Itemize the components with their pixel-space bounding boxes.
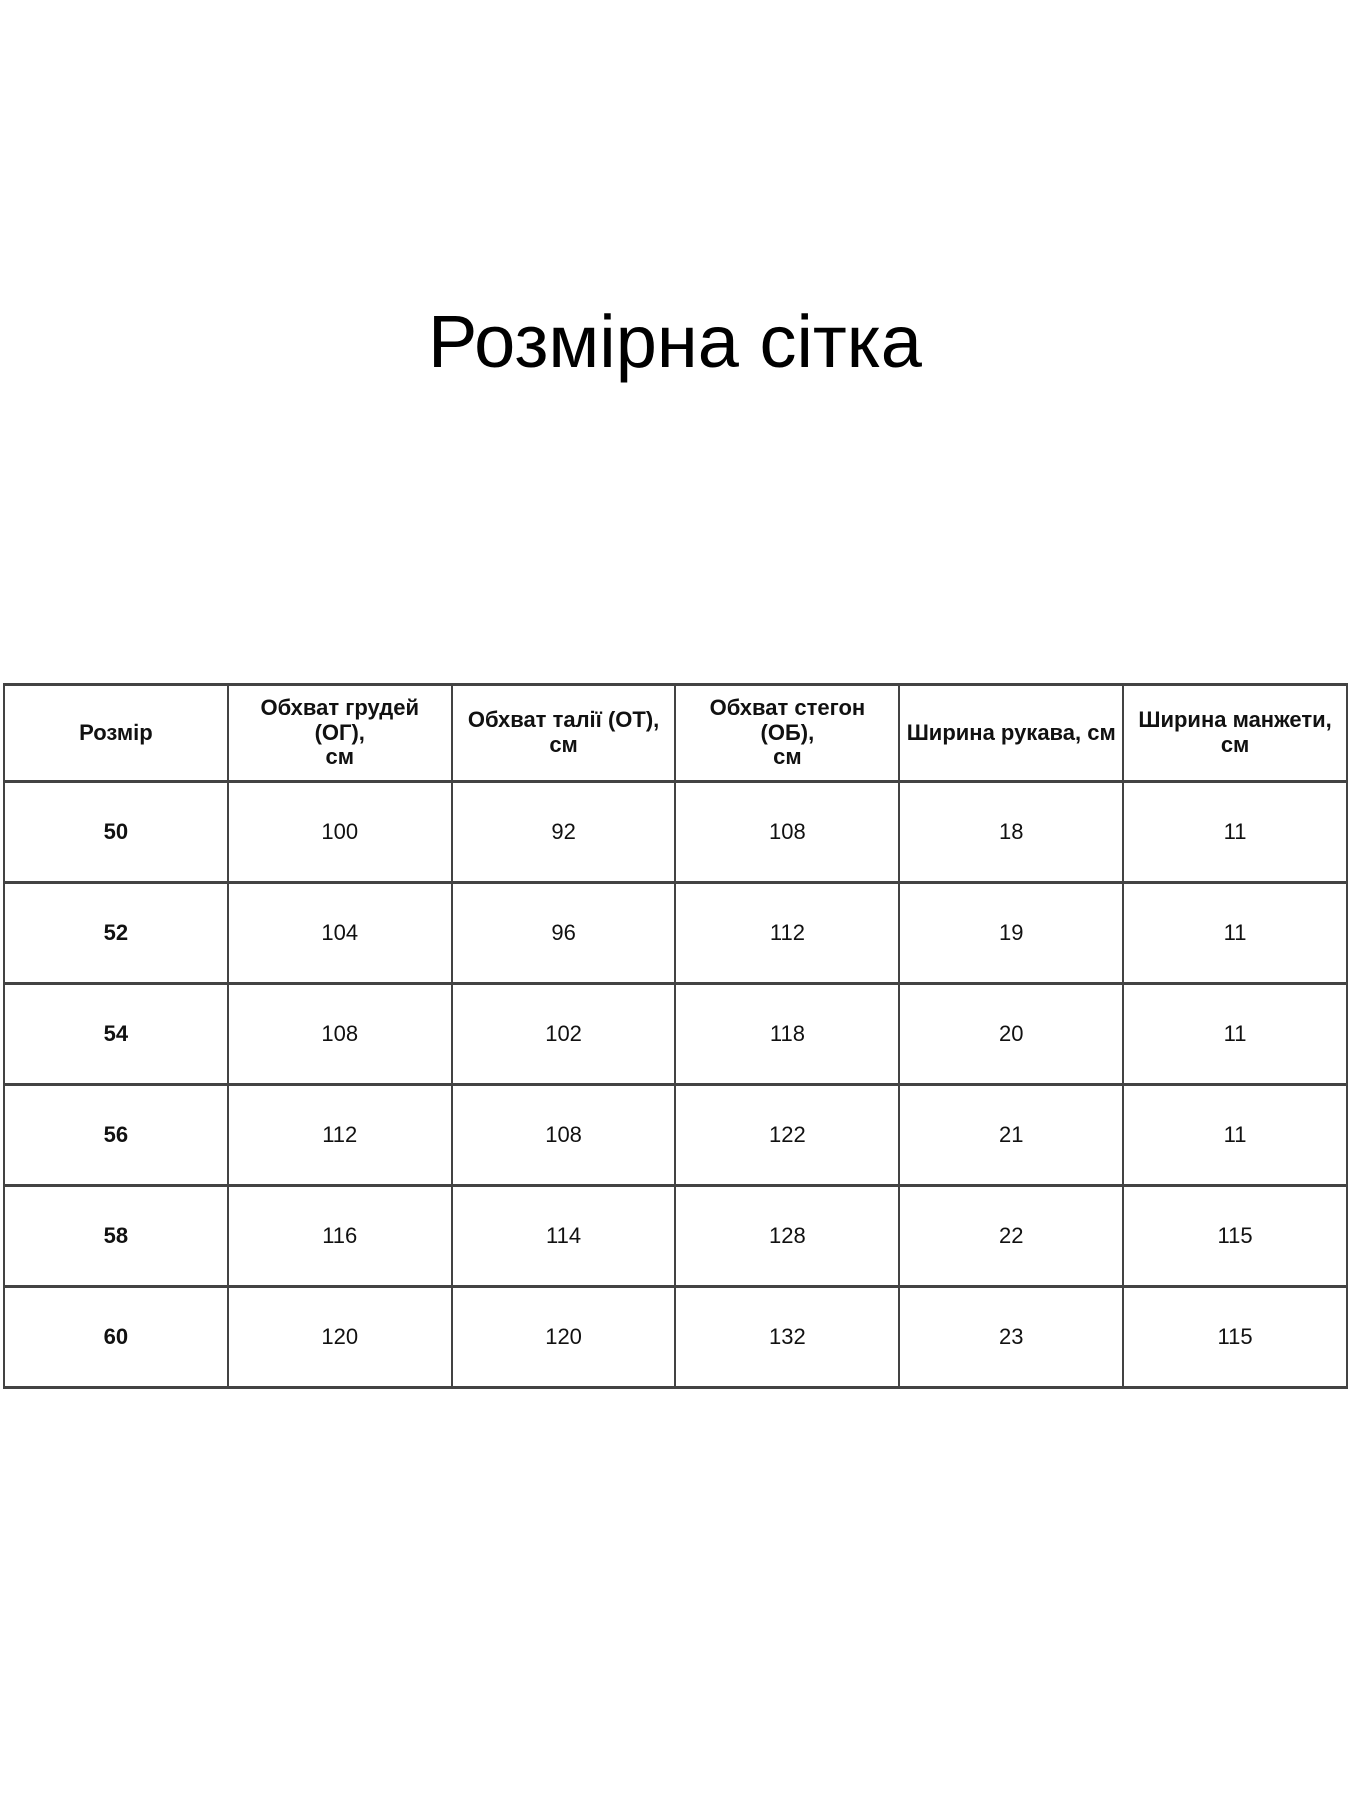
column-header-sleeve-width-line1: Ширина рукава, см [906, 719, 1116, 745]
cell-size: 58 [3, 1184, 229, 1288]
cell-cuff-width: 11 [1122, 881, 1348, 985]
table-row-size-50: 50 100 92 108 18 11 [3, 780, 1348, 884]
cell-size: 52 [3, 881, 229, 985]
cell-sleeve-width: 22 [898, 1184, 1125, 1288]
cell-cuff-width: 115 [1122, 1184, 1348, 1288]
column-header-chest-line2: см [325, 744, 354, 770]
cell-waist: 96 [450, 881, 677, 985]
column-header-chest-line1: Обхват грудей (ОГ), [260, 695, 419, 745]
cell-hips: 132 [674, 1285, 901, 1389]
column-header-hips-line1: Обхват стегон (ОБ), [709, 695, 866, 745]
column-header-cuff-width-line1: Ширина манжети, [1138, 707, 1332, 733]
cell-hips: 112 [674, 881, 901, 985]
cell-size: 60 [3, 1285, 229, 1389]
column-header-size-line1: Розмір [79, 719, 153, 745]
cell-waist: 102 [450, 982, 677, 1086]
cell-sleeve-width: 21 [898, 1083, 1125, 1187]
table-row-size-60: 60 120 120 132 23 115 [3, 1285, 1348, 1389]
column-header-sleeve-width: Ширина рукава, см [898, 683, 1125, 783]
cell-hips: 108 [674, 780, 901, 884]
cell-sleeve-width: 20 [898, 982, 1125, 1086]
cell-cuff-width: 11 [1122, 982, 1348, 1086]
cell-chest: 104 [226, 881, 453, 985]
cell-sleeve-width: 23 [898, 1285, 1125, 1389]
cell-hips: 122 [674, 1083, 901, 1187]
column-header-size: Розмір [3, 683, 229, 783]
cell-chest: 120 [226, 1285, 453, 1389]
table-row-size-58: 58 116 114 128 22 115 [3, 1184, 1348, 1288]
table-row-size-56: 56 112 108 122 21 11 [3, 1083, 1348, 1187]
column-header-waist: Обхват талії (ОТ), см [450, 683, 677, 783]
column-header-cuff-width-line2: см [1220, 732, 1250, 757]
column-header-hips: Обхват стегон (ОБ), см [674, 683, 901, 783]
size-table: Розмір Обхват грудей (ОГ), см Обхват талі… [3, 683, 1348, 1389]
cell-size: 54 [3, 982, 229, 1086]
column-header-hips-line2: см [773, 744, 802, 770]
cell-sleeve-width: 18 [898, 780, 1125, 884]
page-title: Розмірна сітка [428, 299, 922, 383]
cell-hips: 118 [674, 982, 901, 1086]
column-header-chest: Обхват грудей (ОГ), см [226, 683, 453, 783]
column-header-waist-line2: см [549, 732, 578, 757]
cell-chest: 112 [226, 1083, 453, 1187]
header-row: Розмір Обхват грудей (ОГ), см Обхват талі… [3, 683, 1348, 783]
column-header-waist-line1: Обхват талії (ОТ), [467, 707, 660, 733]
cell-sleeve-width: 19 [898, 881, 1125, 985]
cell-waist: 92 [450, 780, 677, 884]
cell-waist: 108 [450, 1083, 677, 1187]
size-table-header: Розмір Обхват грудей (ОГ), см Обхват талі… [3, 683, 1348, 783]
cell-cuff-width: 11 [1122, 780, 1348, 884]
table-row-size-54: 54 108 102 118 20 11 [3, 982, 1348, 1086]
cell-chest: 116 [226, 1184, 453, 1288]
table-row-size-52: 52 104 96 112 19 11 [3, 881, 1348, 985]
cell-cuff-width: 115 [1122, 1285, 1348, 1389]
cell-waist: 114 [450, 1184, 677, 1288]
cell-size: 56 [3, 1083, 229, 1187]
cell-chest: 108 [226, 982, 453, 1086]
cell-waist: 120 [450, 1285, 677, 1389]
cell-chest: 100 [226, 780, 453, 884]
size-table-body: 50 100 92 108 18 11 52 104 96 112 19 11 … [3, 780, 1348, 1389]
cell-cuff-width: 11 [1122, 1083, 1348, 1187]
cell-size: 50 [3, 780, 229, 884]
cell-hips: 128 [674, 1184, 901, 1288]
column-header-cuff-width: Ширина манжети, см [1122, 683, 1348, 783]
